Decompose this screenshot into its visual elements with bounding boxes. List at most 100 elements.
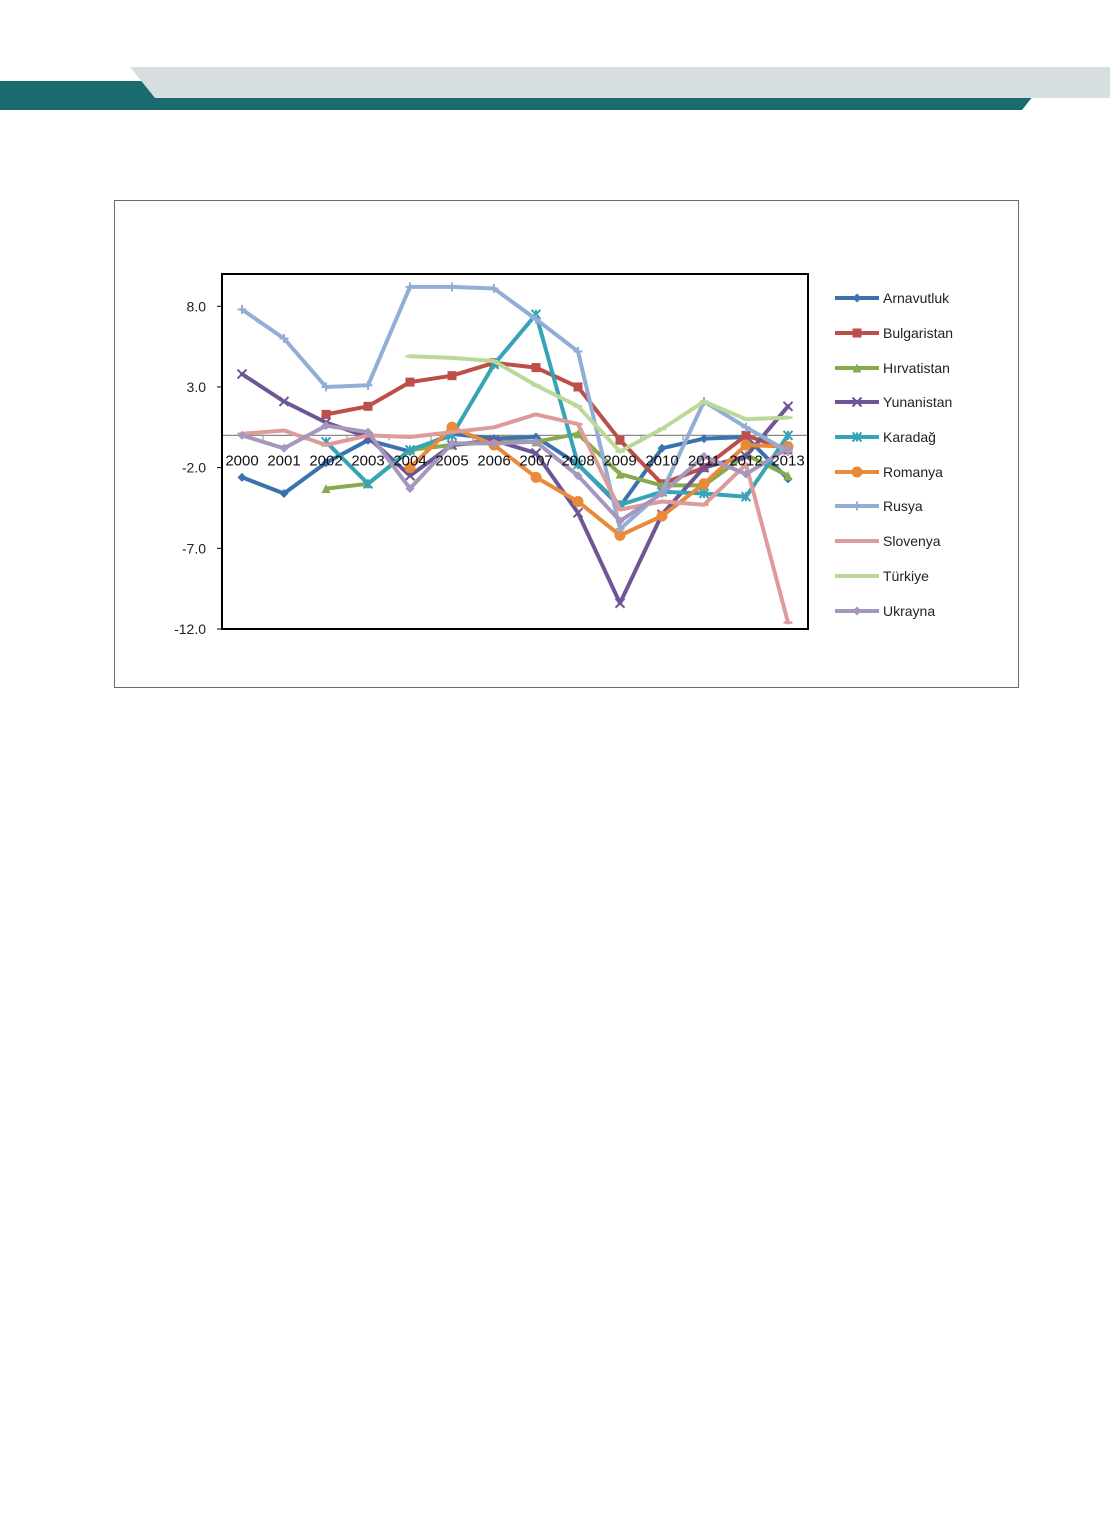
data-point (615, 435, 625, 445)
data-point (404, 462, 416, 474)
series-line (408, 354, 790, 454)
data-point (852, 363, 862, 373)
data-point (657, 443, 667, 453)
data-point (279, 488, 289, 498)
legend-label: Hırvatistan (883, 359, 950, 376)
x-tick-label: 2004 (393, 452, 426, 469)
y-tick-label: -7.0 (182, 540, 206, 556)
legend-label: Arnavutluk (883, 290, 950, 307)
data-point (852, 293, 862, 303)
data-point (447, 371, 457, 381)
plot-area-border (221, 273, 809, 630)
data-point (698, 462, 710, 473)
data-point (573, 346, 583, 356)
series-line (240, 431, 790, 509)
x-tick-label: 2001 (267, 452, 300, 469)
data-point (572, 507, 584, 519)
data-point (573, 471, 583, 481)
data-point (531, 437, 541, 447)
legend-item: Arnavutluk (833, 281, 1013, 316)
legend-swatch (835, 293, 879, 303)
x-tick-label: 2003 (351, 452, 384, 469)
line-chart: 8.0 3.0 -2.0 -7.0 -12.0 2000 2001 2002 2003 2004 2… (174, 273, 809, 637)
x-tick-label: 2012 (729, 452, 762, 469)
data-point (405, 282, 415, 292)
x-tick-label: 2009 (603, 452, 636, 469)
legend-item: Karadağ (833, 420, 1013, 455)
series-ukrayna (237, 421, 793, 526)
chart-frame: 8.0 3.0 -2.0 -7.0 -12.0 2000 2001 2002 2003 2004 2… (114, 200, 1019, 688)
legend-swatch (835, 606, 879, 616)
data-point (321, 421, 331, 431)
legend-item: Bulgaristan (833, 316, 1013, 351)
x-tick-label: 2013 (771, 452, 804, 469)
data-point (237, 472, 247, 482)
chart-legend: Arnavutluk Bulgaristan Hırvatistan Yunanist… (833, 281, 1013, 628)
legend-swatch (835, 431, 879, 443)
data-point (530, 447, 542, 459)
legend-label: Karadağ (883, 429, 936, 446)
x-tick-label: 2010 (645, 452, 678, 469)
data-point (615, 469, 625, 479)
series-line (240, 284, 790, 531)
data-point (851, 397, 863, 408)
data-point (699, 434, 709, 444)
data-point (573, 382, 583, 392)
legend-item: Hırvatistan (833, 350, 1013, 385)
data-point (656, 510, 668, 522)
data-point (404, 444, 416, 456)
series-rusya (237, 282, 793, 534)
data-point (236, 368, 248, 380)
x-tick-label: 2002 (309, 452, 342, 469)
data-point (363, 435, 373, 445)
legend-label: Bulgaristan (883, 325, 954, 342)
series-türkiye (405, 354, 793, 454)
legend-swatch (835, 539, 879, 544)
series-line (324, 360, 790, 486)
legend-swatch (835, 328, 879, 338)
series-line (324, 312, 790, 507)
legend-label: Slovenya (883, 533, 941, 550)
header-band (0, 67, 1110, 110)
x-tick-label: 2005 (435, 452, 468, 469)
data-point (852, 606, 862, 616)
data-point (279, 443, 289, 453)
data-point (783, 443, 793, 453)
data-point (447, 282, 457, 292)
data-point (699, 451, 709, 461)
y-tick-label: 8.0 (187, 298, 207, 314)
data-point (782, 401, 794, 412)
legend-swatch (835, 397, 879, 408)
data-point (321, 382, 331, 392)
legend-label: Türkiye (883, 567, 929, 584)
legend-swatch (835, 573, 879, 578)
data-point (362, 478, 374, 489)
data-point (530, 471, 542, 483)
data-point (851, 431, 863, 443)
data-point (698, 478, 710, 490)
legend-item: Rusya (833, 489, 1013, 524)
legend-item: Yunanistan (833, 385, 1013, 420)
data-point (278, 396, 290, 407)
data-point (404, 470, 416, 481)
y-tick-label: -2.0 (182, 460, 206, 476)
legend-label: Romanya (883, 463, 943, 480)
data-point (851, 466, 863, 478)
data-point (741, 469, 751, 479)
data-point (615, 524, 625, 534)
data-point (321, 484, 331, 494)
data-point (698, 488, 710, 499)
series-line (240, 412, 790, 625)
series-line (240, 423, 790, 523)
data-point (783, 471, 793, 481)
data-point (782, 430, 794, 441)
legend-swatch (835, 501, 879, 511)
data-point (405, 377, 415, 387)
data-point (363, 427, 373, 437)
data-point (237, 305, 247, 314)
data-point (741, 430, 751, 440)
legend-item: Slovenya (833, 524, 1013, 559)
data-point (363, 380, 373, 390)
data-point (615, 516, 625, 526)
data-point (489, 284, 499, 294)
